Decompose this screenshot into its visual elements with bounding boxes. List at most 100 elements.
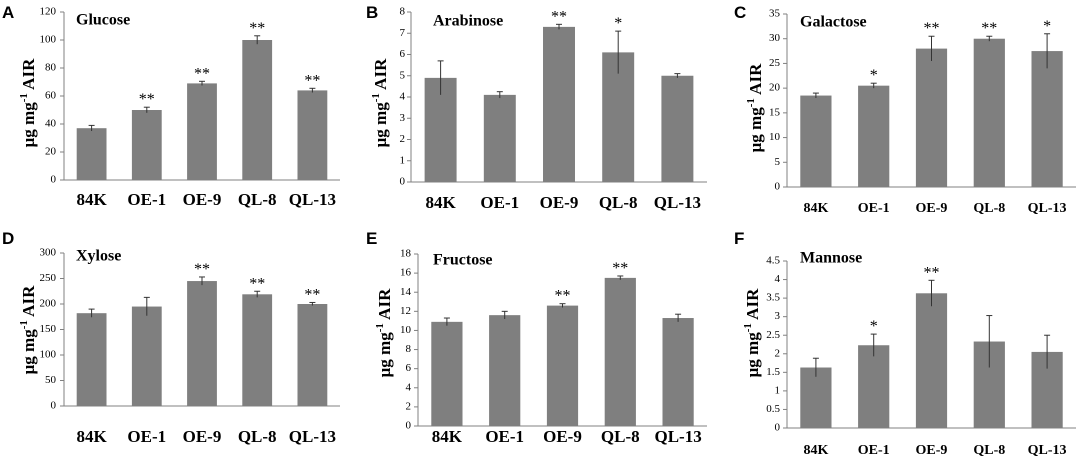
category-label: OE-1 xyxy=(127,190,166,209)
y-tick-label: 14 xyxy=(400,286,412,298)
panel-title: Mannose xyxy=(800,250,862,267)
y-tick-label: 0 xyxy=(775,181,781,193)
y-tick-label: 4 xyxy=(406,381,412,393)
y-tick-label: 30 xyxy=(769,32,781,44)
y-tick-label: 2.5 xyxy=(766,329,780,341)
category-label: QL-8 xyxy=(238,190,277,209)
panel-f: FMannoseμg mg-1 AIR00.511.522.533.544.58… xyxy=(734,229,1076,458)
bar-84k xyxy=(431,322,462,426)
category-label: OE-9 xyxy=(916,201,948,216)
y-tick-label: 1 xyxy=(400,154,406,166)
y-tick-label: 1 xyxy=(775,384,781,396)
bar-oe-9 xyxy=(187,83,217,180)
category-label: QL-8 xyxy=(973,201,1005,216)
category-label: QL-13 xyxy=(1028,201,1067,216)
bar-oe-9 xyxy=(543,27,575,182)
y-axis-label: μg mg-1 AIR xyxy=(370,58,390,147)
significance-mark: * xyxy=(870,67,878,84)
category-label: QL-13 xyxy=(654,193,701,212)
panel-letter: A xyxy=(2,3,14,22)
bar-ql-8 xyxy=(974,39,1005,187)
y-tick-label: 300 xyxy=(40,247,57,259)
category-label: 84K xyxy=(76,427,107,446)
y-tick-label: 25 xyxy=(769,57,781,69)
bar-oe-9 xyxy=(547,306,578,426)
category-label: QL-13 xyxy=(1028,443,1067,458)
significance-mark: ** xyxy=(249,20,265,37)
y-tick-label: 0 xyxy=(51,400,57,412)
y-tick-label: 200 xyxy=(40,298,57,310)
y-tick-label: 0 xyxy=(51,174,57,186)
bar-oe-1 xyxy=(132,307,162,406)
figure: A Glucoseμg mg-1 AIR02040608010012084K**O… xyxy=(0,0,1084,467)
y-tick-label: 250 xyxy=(40,272,57,284)
bar-ql-8 xyxy=(605,278,636,426)
category-label: OE-9 xyxy=(183,190,222,209)
y-tick-label: 7 xyxy=(400,27,406,39)
y-tick-label: 5 xyxy=(400,69,406,81)
y-tick-label: 100 xyxy=(40,34,57,46)
y-tick-label: 40 xyxy=(45,118,57,130)
category-label: QL-13 xyxy=(654,427,701,446)
y-tick-label: 3.5 xyxy=(766,292,780,304)
panel-title: Xylose xyxy=(76,248,121,265)
significance-mark: ** xyxy=(551,8,567,25)
significance-mark: ** xyxy=(555,288,571,305)
panel-title: Galactose xyxy=(800,14,867,31)
y-tick-label: 15 xyxy=(769,106,781,118)
y-tick-label: 60 xyxy=(45,90,57,102)
significance-mark: ** xyxy=(249,275,265,292)
significance-mark: ** xyxy=(304,286,320,303)
y-tick-label: 16 xyxy=(400,267,412,279)
bar-oe-1 xyxy=(132,110,162,180)
bar-ql-13 xyxy=(661,76,693,182)
significance-mark: ** xyxy=(194,65,210,82)
panel-e: E Fructose μg mg-1 AIR 0 2 4 6 8 10 12 14 16 18 84K OE… xyxy=(366,229,707,446)
category-label: OE-1 xyxy=(127,427,166,446)
y-tick-label: 4.5 xyxy=(766,255,780,267)
significance-mark: ** xyxy=(194,261,210,278)
bar-oe-9 xyxy=(916,293,947,428)
y-axis-label: μg mg-1 AIR xyxy=(742,288,762,377)
panel-title: Fructose xyxy=(433,252,493,269)
y-tick-label: 3 xyxy=(775,310,781,322)
bar-ql-8 xyxy=(242,294,272,406)
y-tick-label: 80 xyxy=(45,62,57,74)
category-label: QL-13 xyxy=(289,190,336,209)
y-tick-label: 2 xyxy=(400,133,406,145)
category-label: QL-8 xyxy=(238,427,277,446)
y-tick-label: 120 xyxy=(40,6,57,18)
bar-ql-13 xyxy=(662,318,693,426)
bar-84k xyxy=(77,313,107,406)
y-tick-label: 100 xyxy=(40,349,57,361)
bar-oe-1 xyxy=(858,345,889,428)
y-tick-label: 20 xyxy=(769,82,781,94)
panel-letter: E xyxy=(366,229,377,248)
y-tick-label: 20 xyxy=(45,146,57,158)
significance-mark: ** xyxy=(304,72,320,89)
y-tick-label: 5 xyxy=(775,156,781,168)
panel-letter: D xyxy=(2,229,14,248)
category-label: 84K xyxy=(76,190,107,209)
bar-ql-13 xyxy=(297,90,327,180)
y-tick-label: 18 xyxy=(400,248,412,260)
bar-oe-9 xyxy=(916,49,947,187)
category-label: 84K xyxy=(803,443,828,458)
significance-mark: ** xyxy=(139,91,155,108)
y-tick-label: 4 xyxy=(400,91,406,103)
category-label: OE-1 xyxy=(858,201,890,216)
significance-mark: ** xyxy=(924,264,940,281)
y-tick-label: 6 xyxy=(400,48,406,60)
panel-title: Arabinose xyxy=(433,13,503,30)
panel-d: D Xylose μg mg-1 AIR 0 50 100 150 200 250 300 84K O… xyxy=(2,229,340,446)
category-label: OE-9 xyxy=(540,193,579,212)
panel-letter: F xyxy=(734,229,744,248)
y-axis-label: μg mg-1 AIR xyxy=(745,63,765,152)
y-tick-label: 35 xyxy=(769,8,781,20)
category-label: OE-1 xyxy=(480,193,519,212)
panel-letter: C xyxy=(734,3,746,22)
y-axis-label: μg mg-1 AIR xyxy=(18,58,38,147)
panel-c: C Galactose μg mg-1 AIR 0 5 10 15 20 25 30 35 84K * O… xyxy=(734,3,1076,216)
y-axis-label: μg mg-1 AIR xyxy=(18,285,38,374)
bar-84k xyxy=(800,96,831,187)
